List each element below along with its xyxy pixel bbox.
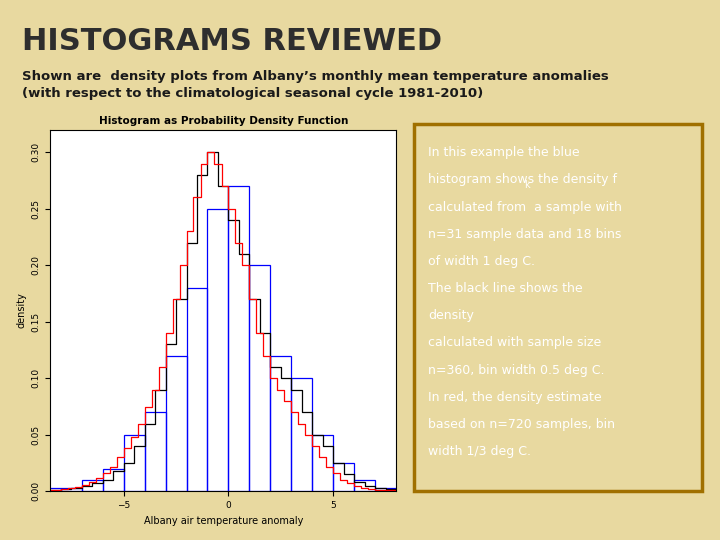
Bar xyxy=(103,469,124,491)
Text: calculated from  a sample with: calculated from a sample with xyxy=(428,200,622,214)
Bar xyxy=(166,356,186,491)
Text: In this example the blue: In this example the blue xyxy=(428,146,580,159)
Text: Shown are  density plots from Albany’s monthly mean temperature anomalies: Shown are density plots from Albany’s mo… xyxy=(22,70,608,83)
Bar xyxy=(61,488,82,491)
Text: (with respect to the climatological seasonal cycle 1981-2010): (with respect to the climatological seas… xyxy=(22,87,483,100)
Text: k: k xyxy=(524,180,530,190)
Text: histogram shows the density f: histogram shows the density f xyxy=(428,173,617,186)
Text: n=360, bin width 0.5 deg C.: n=360, bin width 0.5 deg C. xyxy=(428,363,605,376)
Text: calculated with sample size: calculated with sample size xyxy=(428,336,602,349)
Bar xyxy=(40,488,61,491)
Bar xyxy=(292,379,312,491)
Bar xyxy=(312,435,333,491)
Bar xyxy=(354,480,375,491)
Bar xyxy=(396,490,417,491)
Text: width 1/3 deg C.: width 1/3 deg C. xyxy=(428,445,531,458)
Bar xyxy=(249,265,270,491)
Text: based on n=720 samples, bin: based on n=720 samples, bin xyxy=(428,418,616,431)
Bar xyxy=(228,186,249,491)
Text: of width 1 deg C.: of width 1 deg C. xyxy=(428,255,536,268)
Text: The black line shows the: The black line shows the xyxy=(428,282,583,295)
Bar xyxy=(186,288,207,491)
Bar xyxy=(375,488,396,491)
X-axis label: Albany air temperature anomaly: Albany air temperature anomaly xyxy=(143,516,303,525)
Bar xyxy=(82,480,103,491)
Title: Histogram as Probability Density Function: Histogram as Probability Density Functio… xyxy=(99,116,348,126)
Bar xyxy=(145,412,166,491)
Bar xyxy=(124,435,145,491)
Bar xyxy=(207,209,228,491)
Bar xyxy=(270,356,292,491)
Text: HISTOGRAMS REVIEWED: HISTOGRAMS REVIEWED xyxy=(22,27,442,56)
Bar xyxy=(333,463,354,491)
Text: density: density xyxy=(428,309,474,322)
Text: n=31 sample data and 18 bins: n=31 sample data and 18 bins xyxy=(428,228,622,241)
Text: In red, the density estimate: In red, the density estimate xyxy=(428,391,602,404)
Y-axis label: density: density xyxy=(16,293,26,328)
